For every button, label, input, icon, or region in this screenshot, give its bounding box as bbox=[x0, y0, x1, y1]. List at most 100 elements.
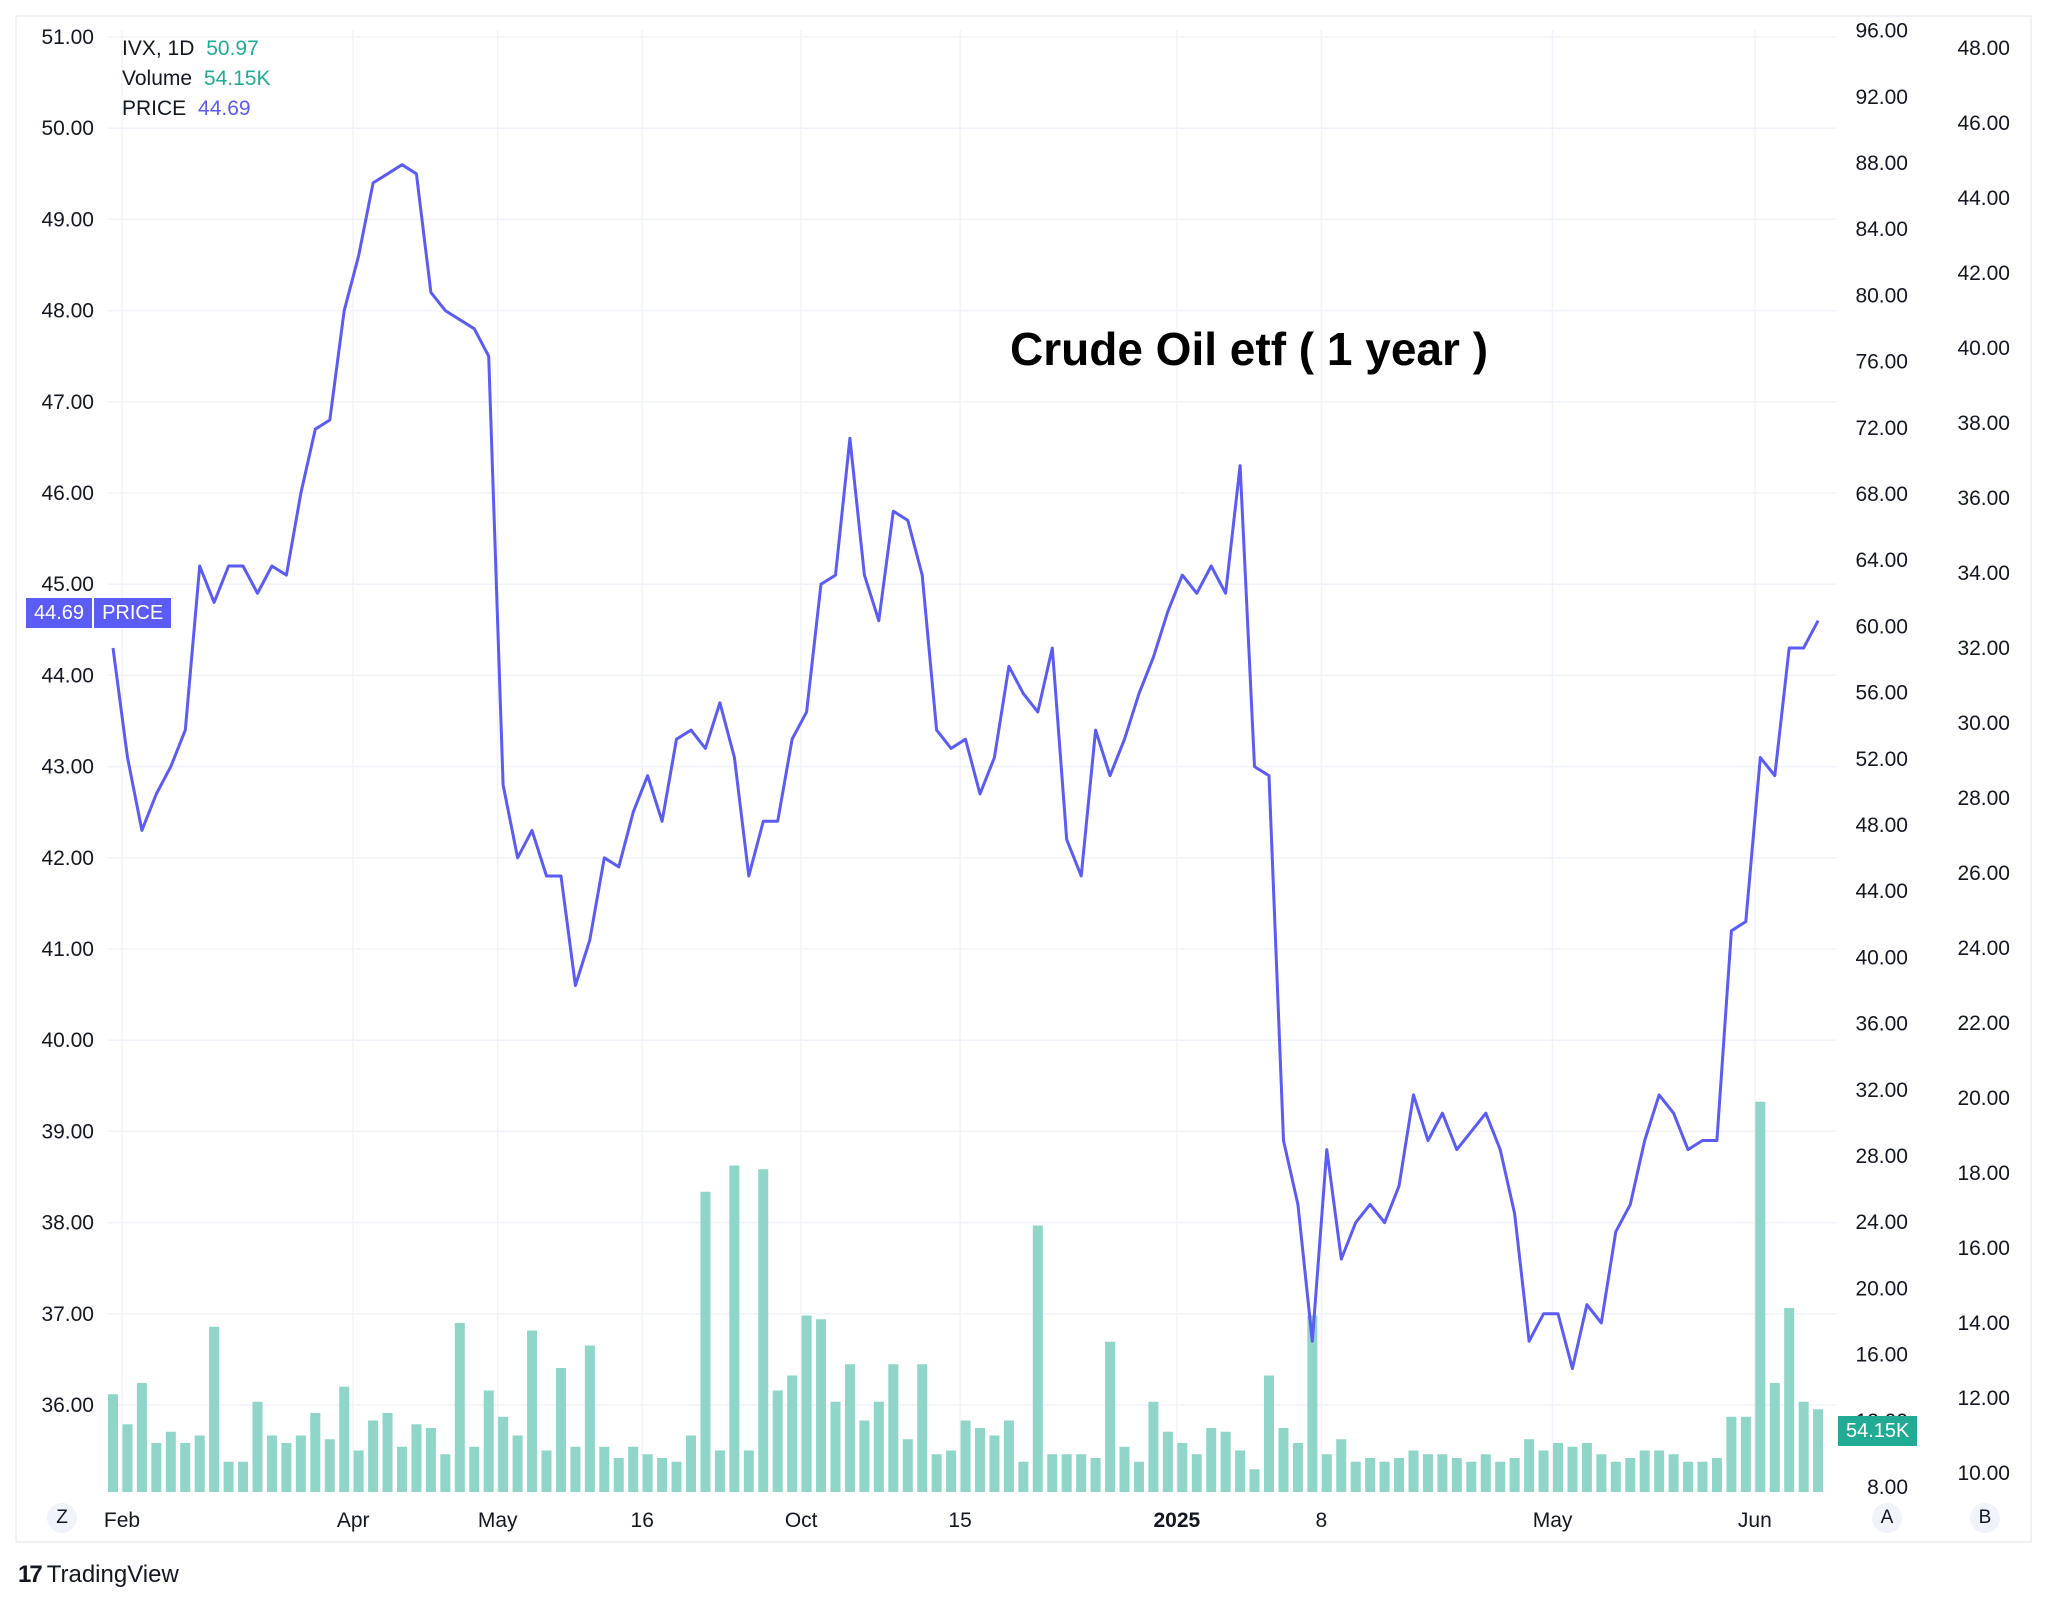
tradingview-name: TradingView bbox=[46, 1561, 179, 1588]
volume-bars bbox=[108, 1101, 1824, 1492]
time-axis[interactable]: Feb Apr May 16 Oct 15 2025 8 May Jun bbox=[104, 1509, 1772, 1532]
volume-bar bbox=[527, 1330, 538, 1492]
right-axis-1-tick-label: 8.00 bbox=[1867, 1476, 1908, 1499]
volume-bar bbox=[1032, 1225, 1043, 1492]
volume-bar bbox=[541, 1450, 552, 1492]
volume-bar bbox=[599, 1446, 610, 1492]
volume-bar bbox=[136, 1383, 147, 1492]
right-axis-1-tick-label: 92.00 bbox=[1855, 86, 1908, 109]
volume-bar bbox=[1697, 1461, 1708, 1492]
volume-bar bbox=[1509, 1458, 1520, 1492]
right-axis-2-tick-label: 10.00 bbox=[1957, 1462, 2010, 1485]
price-tag-label: PRICE bbox=[94, 598, 172, 628]
volume-bar bbox=[642, 1454, 653, 1492]
volume-bar bbox=[1292, 1443, 1303, 1492]
grid-lines bbox=[15, 15, 2032, 1543]
right-axis-1-tick-label: 64.00 bbox=[1855, 549, 1908, 572]
right-price-axis-2[interactable]: 10.00 12.00 14.00 16.00 18.00 20.00 22.00 24.00… bbox=[1957, 37, 2010, 1485]
legend-price-row[interactable]: PRICE 44.69 bbox=[122, 94, 270, 124]
volume-bar bbox=[1451, 1458, 1462, 1492]
volume-bar bbox=[1076, 1454, 1087, 1492]
left-price-axis[interactable]: 36.00 37.00 38.00 39.00 40.00 41.00 42.00 43.00… bbox=[41, 26, 94, 1417]
right-axis-1-tick-label: 60.00 bbox=[1855, 615, 1908, 638]
right-axis-2-tick-label: 34.00 bbox=[1957, 562, 2010, 585]
tradingview-brand[interactable]: 17 TradingView bbox=[18, 1560, 179, 1590]
right-axis-2-tick-label: 48.00 bbox=[1957, 37, 2010, 60]
volume-bar bbox=[512, 1435, 523, 1492]
volume-bar bbox=[1538, 1450, 1549, 1492]
volume-bar bbox=[151, 1443, 162, 1492]
volume-bar bbox=[440, 1454, 451, 1492]
auto-scale-button[interactable]: A bbox=[1872, 1503, 1902, 1533]
volume-bar bbox=[1235, 1450, 1246, 1492]
right-axis-2-tick-label: 12.00 bbox=[1957, 1387, 2010, 1410]
volume-bar bbox=[1047, 1454, 1058, 1492]
right-price-axis-1[interactable]: 8.0012.0016.0020.0024.0028.0032.0036.004… bbox=[1855, 20, 1908, 1499]
legend-volume-row[interactable]: Volume 54.15K bbox=[122, 64, 270, 94]
volume-bar bbox=[830, 1401, 841, 1492]
right-axis-2-tick-label: 26.00 bbox=[1957, 862, 2010, 885]
time-axis-tick-label: 16 bbox=[631, 1509, 654, 1532]
left-axis-tick-label: 43.00 bbox=[41, 756, 94, 779]
volume-bar bbox=[1148, 1401, 1159, 1492]
left-axis-tick-label: 50.00 bbox=[41, 117, 94, 140]
time-axis-tick-label: May bbox=[1533, 1509, 1573, 1532]
volume-bar bbox=[714, 1450, 725, 1492]
volume-bar bbox=[1220, 1431, 1231, 1492]
volume-bar bbox=[758, 1169, 769, 1492]
volume-bar bbox=[223, 1461, 234, 1492]
volume-bar bbox=[454, 1323, 465, 1492]
volume-bar bbox=[1726, 1416, 1737, 1492]
price-line bbox=[111, 163, 1820, 1370]
right-axis-2-tick-label: 24.00 bbox=[1957, 937, 2010, 960]
right-axis-1-tick-label: 84.00 bbox=[1855, 218, 1908, 241]
volume-bar bbox=[989, 1435, 1000, 1492]
chart-title: Crude Oil etf ( 1 year ) bbox=[1010, 323, 1489, 375]
volume-bar bbox=[1567, 1446, 1578, 1492]
volume-bar bbox=[931, 1454, 942, 1492]
volume-bar bbox=[1105, 1341, 1116, 1492]
right-axis-1-tick-label: 68.00 bbox=[1855, 483, 1908, 506]
volume-bar bbox=[353, 1450, 364, 1492]
volume-bar bbox=[700, 1191, 711, 1492]
volume-bar bbox=[1668, 1454, 1679, 1492]
left-axis-tick-label: 37.00 bbox=[41, 1303, 94, 1326]
right-axis-2-tick-label: 40.00 bbox=[1957, 337, 2010, 360]
volume-bar bbox=[1394, 1458, 1405, 1492]
price-tag-value: 44.69 bbox=[26, 598, 93, 628]
legend-symbol: IVX, 1D bbox=[122, 37, 195, 60]
left-axis-tick-label: 48.00 bbox=[41, 300, 94, 323]
right-axis-1-tick-label: 76.00 bbox=[1855, 351, 1908, 374]
right-axis-1-tick-label: 88.00 bbox=[1855, 152, 1908, 175]
right-axis-1-tick-label: 56.00 bbox=[1855, 682, 1908, 705]
left-axis-tick-label: 45.00 bbox=[41, 573, 94, 596]
volume-bar bbox=[339, 1386, 350, 1492]
left-axis-tick-label: 49.00 bbox=[41, 208, 94, 231]
right-axis-1-tick-label: 28.00 bbox=[1855, 1145, 1908, 1168]
volume-bar bbox=[1466, 1461, 1477, 1492]
left-axis-tick-label: 40.00 bbox=[41, 1029, 94, 1052]
right-axis-2-tick-label: 36.00 bbox=[1957, 487, 2010, 510]
volume-bar bbox=[1596, 1454, 1607, 1492]
volume-bar bbox=[1711, 1458, 1722, 1492]
volume-bar bbox=[1278, 1428, 1289, 1492]
volume-bar bbox=[1581, 1443, 1592, 1492]
volume-bar bbox=[324, 1439, 335, 1492]
volume-bar bbox=[1003, 1420, 1014, 1492]
volume-bar bbox=[555, 1368, 566, 1492]
right-axis-2-tick-label: 32.00 bbox=[1957, 637, 2010, 660]
volume-bar bbox=[686, 1435, 696, 1492]
legend-symbol-row[interactable]: IVX, 1D 50.97 bbox=[122, 34, 270, 64]
volume-bar bbox=[1610, 1461, 1621, 1492]
volume-bar bbox=[1119, 1446, 1130, 1492]
left-axis-tick-label: 36.00 bbox=[41, 1394, 94, 1417]
right-axis-1-tick-label: 20.00 bbox=[1855, 1277, 1908, 1300]
right-axis-2-tick-label: 44.00 bbox=[1957, 187, 2010, 210]
left-axis-tick-label: 42.00 bbox=[41, 847, 94, 870]
auto-zoom-button[interactable]: Z bbox=[47, 1503, 77, 1533]
scale-b-button[interactable]: B bbox=[1970, 1503, 2000, 1533]
volume-bar bbox=[946, 1450, 957, 1492]
time-axis-tick-label: Oct bbox=[785, 1509, 818, 1532]
right-axis-2-tick-label: 38.00 bbox=[1957, 412, 2010, 435]
